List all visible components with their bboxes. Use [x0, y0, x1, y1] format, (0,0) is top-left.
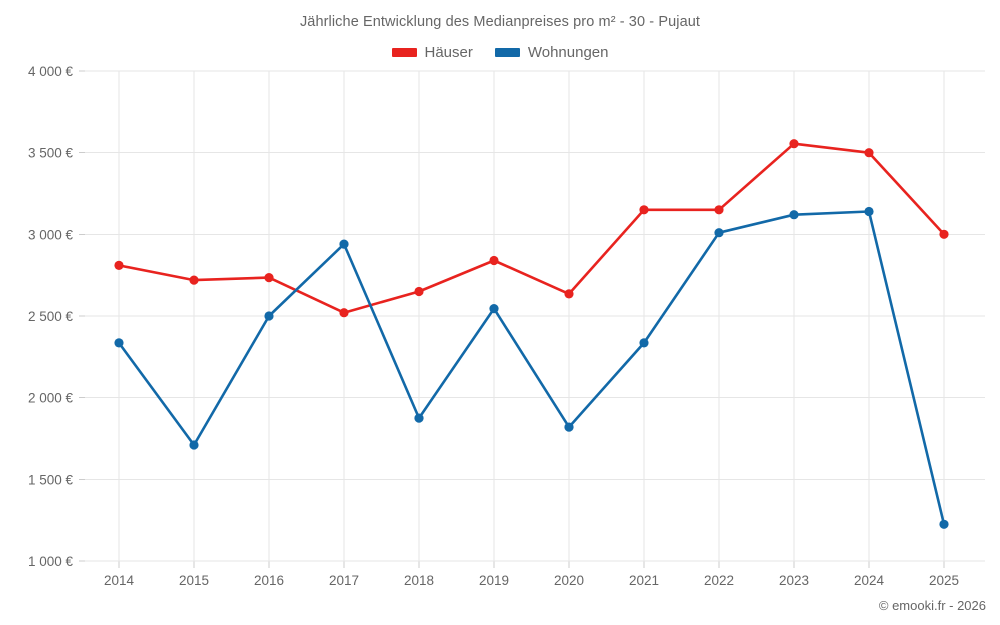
- y-tick-label: 4 000 €: [28, 64, 74, 79]
- data-point[interactable]: [489, 255, 499, 266]
- x-tick-label: 2023: [779, 573, 809, 588]
- x-axis-ticks: 2014 2015 2016 2017 2018 2019 2020 2021 2022 2023…: [104, 573, 959, 588]
- data-series: [114, 139, 949, 529]
- page-title: Jährliche Entwicklung des Medianpreises …: [299, 14, 701, 30]
- series-line-wohnungen: [117, 210, 946, 526]
- legend-label-hauser: Häuser: [424, 44, 473, 61]
- data-point[interactable]: [414, 286, 424, 297]
- x-tick-label: 2025: [929, 573, 959, 588]
- x-tick-label: 2021: [629, 573, 659, 588]
- data-point[interactable]: [714, 205, 724, 215]
- data-point[interactable]: [639, 205, 649, 215]
- x-tick-label: 2018: [404, 573, 434, 588]
- data-point[interactable]: [114, 260, 124, 270]
- gridlines: [79, 70, 985, 568]
- legend-item-hauser[interactable]: Häuser: [391, 44, 473, 61]
- data-point[interactable]: [864, 148, 874, 158]
- data-point[interactable]: [864, 206, 874, 217]
- data-point[interactable]: [114, 338, 124, 348]
- legend-swatch-wohnungen: [494, 48, 520, 57]
- data-point[interactable]: [339, 239, 349, 249]
- data-point[interactable]: [264, 273, 274, 283]
- data-point[interactable]: [564, 289, 574, 299]
- data-point[interactable]: [789, 210, 799, 220]
- data-point[interactable]: [564, 422, 574, 432]
- legend-swatch-hauser: [391, 48, 417, 57]
- x-tick-label: 2020: [554, 573, 584, 588]
- data-point[interactable]: [414, 413, 424, 423]
- legend-item-wohnungen[interactable]: Wohnungen: [494, 44, 609, 61]
- series-line-häuser: [117, 142, 946, 314]
- data-point[interactable]: [789, 139, 799, 149]
- data-point[interactable]: [339, 308, 349, 318]
- data-point[interactable]: [714, 228, 724, 238]
- legend-label-wohnungen: Wohnungen: [527, 44, 609, 61]
- y-tick-label: 2 000 €: [28, 391, 74, 406]
- x-tick-label: 2019: [479, 573, 509, 588]
- data-point[interactable]: [639, 338, 649, 348]
- x-tick-label: 2017: [329, 573, 359, 588]
- y-axis-ticks: 1 000 € 1 500 € 2 000 € 2 500 € 3 000 € 3 500…: [28, 64, 74, 569]
- data-point[interactable]: [189, 275, 199, 285]
- chart-legend: Häuser Wohnungen: [0, 44, 1000, 61]
- x-tick-label: 2014: [104, 573, 135, 588]
- data-point[interactable]: [264, 311, 274, 321]
- y-tick-label: 1 500 €: [28, 472, 74, 487]
- x-tick-label: 2024: [854, 573, 885, 588]
- y-tick-label: 3 500 €: [28, 146, 74, 161]
- data-point[interactable]: [189, 440, 199, 450]
- y-tick-label: 2 500 €: [28, 309, 74, 324]
- credit-text: © emooki.fr - 2026: [878, 598, 986, 613]
- x-tick-label: 2022: [704, 573, 734, 588]
- x-tick-label: 2015: [179, 573, 209, 588]
- x-tick-label: 2016: [254, 573, 284, 588]
- y-tick-label: 1 000 €: [28, 554, 74, 569]
- data-point[interactable]: [939, 519, 949, 529]
- data-point[interactable]: [489, 304, 499, 314]
- y-tick-label: 3 000 €: [28, 227, 74, 242]
- data-point[interactable]: [939, 229, 949, 239]
